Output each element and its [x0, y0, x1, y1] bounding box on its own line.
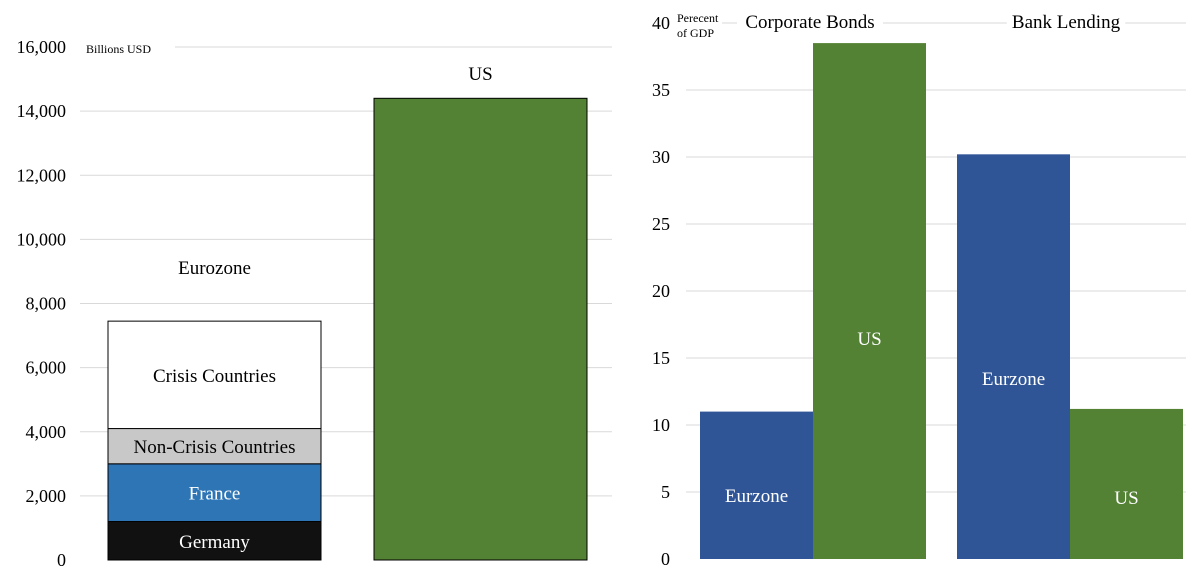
- y-tick-label: 0: [57, 550, 66, 570]
- bar-segment-crisis-countries: [107, 320, 322, 430]
- y-tick-label: 10: [652, 415, 670, 435]
- group-title-corporate-bonds: Corporate Bonds: [745, 12, 874, 33]
- y-tick-label: 5: [661, 482, 670, 502]
- y-tick-label: 4,000: [26, 422, 67, 442]
- group-title-bank-lending: Bank Lending: [1012, 12, 1121, 33]
- y-tick-label: 16,000: [17, 37, 67, 57]
- segment-label-non-crisis-countries: Non-Crisis Countries: [133, 437, 295, 458]
- y-tick-label: 12,000: [17, 165, 67, 185]
- bar-corporate-bonds-us: [813, 43, 926, 560]
- y-tick-label: 0: [661, 549, 670, 569]
- bar-segment-non-crisis-countries: [107, 428, 322, 465]
- bar-category-label-us: US: [468, 64, 492, 85]
- y-tick-label: 35: [652, 80, 670, 100]
- y-axis-unit-label: Perecent of GDP: [677, 11, 719, 40]
- bar-segment-france: [107, 463, 322, 523]
- bar-label-us: US: [1114, 488, 1138, 509]
- group-title-bg: [1006, 10, 1126, 32]
- y-axis-unit-label-line: Perecent: [677, 11, 719, 25]
- bar-category-label-eurozone: Eurozone: [178, 258, 251, 279]
- bar-corporate-bonds-eurzone: [700, 411, 813, 559]
- y-tick-label: 10,000: [17, 229, 67, 249]
- y-axis-unit-label-line: of GDP: [677, 26, 714, 40]
- bar-bank-lending-eurzone: [957, 154, 1070, 559]
- bar-label-us: US: [857, 329, 881, 350]
- y-tick-label: 25: [652, 214, 670, 234]
- left-chart-panel: 0 2,000 4,000 6,000 8,000 10,000 12,000 14,000 1…: [17, 37, 612, 570]
- y-tick-label: 40: [652, 13, 670, 33]
- segment-label-germany: Germany: [179, 532, 250, 553]
- bar-label-eurzone: Eurzone: [725, 486, 788, 507]
- segment-label-crisis-countries: Crisis Countries: [153, 366, 276, 387]
- bar-bank-lending-us: [1070, 408, 1183, 559]
- bar-segment-germany: [107, 521, 322, 561]
- segment-label-france: France: [189, 484, 241, 505]
- y-tick-label: 20: [652, 281, 670, 301]
- bar-label-eurzone: Eurzone: [982, 369, 1045, 390]
- group-title-bg: [737, 10, 883, 32]
- y-tick-label: 6,000: [26, 358, 67, 378]
- y-tick-label: 15: [652, 348, 670, 368]
- y-tick-label: 8,000: [26, 294, 67, 314]
- y-tick-label: 14,000: [17, 101, 67, 121]
- y-tick-label: 2,000: [26, 486, 67, 506]
- bar-segment-us: [373, 97, 588, 561]
- right-chart-panel: 0 5 10 15 20 25 30 35 40 Perecent of GDP Corporate …: [652, 10, 1186, 569]
- y-tick-label: 30: [652, 147, 670, 167]
- y-axis-unit-label: Billions USD: [86, 42, 151, 56]
